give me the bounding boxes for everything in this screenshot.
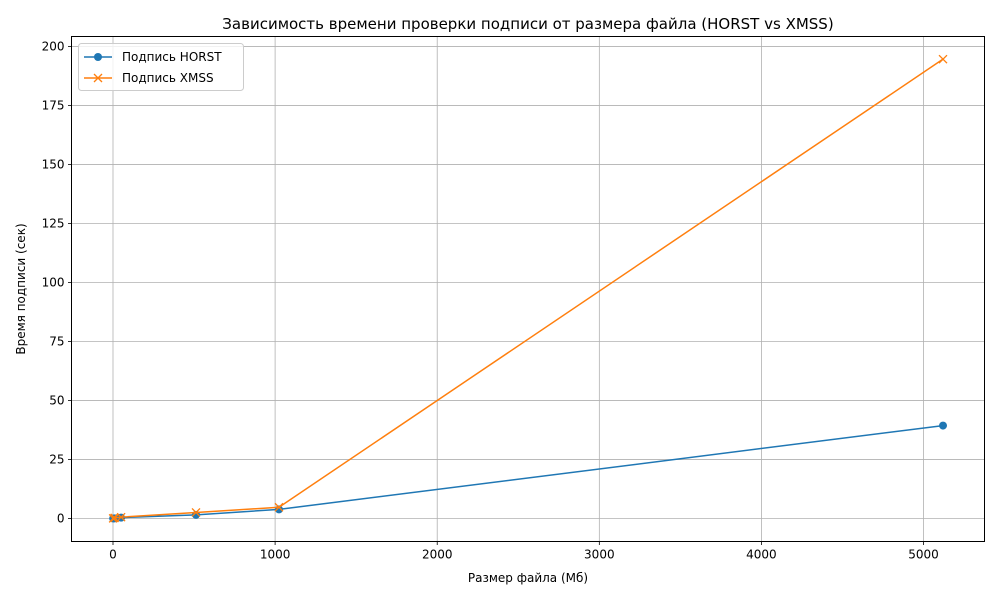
data-point-horst (939, 421, 947, 430)
chart-title: Зависимость времени проверки подписи от … (222, 15, 833, 33)
y-tick-label: 125 (42, 216, 65, 230)
legend-marker-xmss (93, 73, 103, 83)
data-point-xmss (108, 513, 118, 523)
legend-x-glyph (93, 73, 103, 83)
y-tick-label: 0 (57, 512, 65, 526)
x-tick-label: 3000 (584, 548, 615, 562)
legend: Подпись HORST Подпись XMSS (78, 43, 244, 91)
y-tick-label: 175 (42, 98, 65, 112)
grid-lines (71, 36, 985, 542)
x-tick-label: 2000 (422, 548, 453, 562)
x-axis-label: Размер файла (Мб) (468, 571, 588, 585)
y-tick-label: 25 (49, 453, 64, 467)
y-tick-label: 150 (42, 157, 65, 171)
legend-label-horst: Подпись HORST (122, 50, 222, 64)
plot-frame (71, 36, 985, 542)
legend-label-xmss: Подпись XMSS (122, 71, 214, 85)
data-point-xmss (116, 512, 126, 522)
y-tick-label: 75 (49, 335, 64, 349)
y-tick-label: 100 (42, 276, 65, 290)
x-tick-label: 5000 (908, 548, 939, 562)
x-tick-label: 1000 (260, 548, 291, 562)
series-layer (108, 54, 948, 523)
x-tick-label: 0 (109, 548, 117, 562)
axis-ticks: 0 1000 2000 3000 4000 5000 0 25 50 75 100 125 150 175… (42, 39, 939, 561)
y-axis-label: Время подписи (сек) (14, 223, 28, 354)
data-point-xmss (191, 508, 201, 517)
x-tick-label: 4000 (746, 548, 777, 562)
data-point-xmss (274, 502, 284, 512)
y-tick-label: 50 (49, 394, 64, 408)
data-point-xmss (938, 54, 948, 64)
legend-box (78, 43, 244, 91)
legend-marker-horst (94, 53, 102, 61)
y-tick-label: 200 (42, 39, 65, 53)
